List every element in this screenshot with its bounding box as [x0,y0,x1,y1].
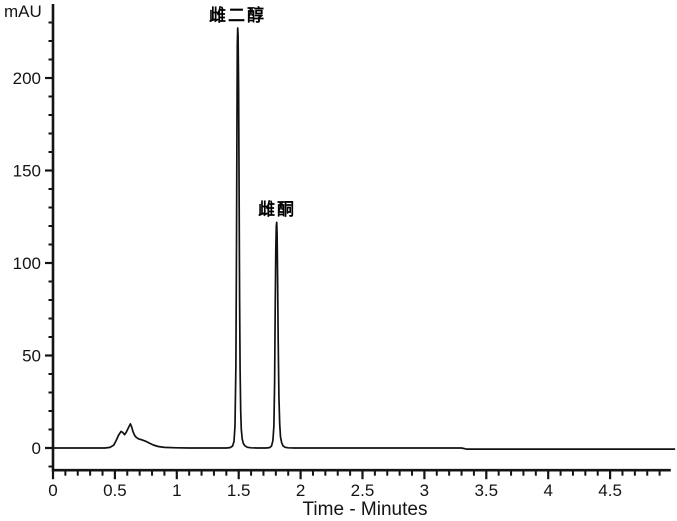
x-tick-label: 2.5 [351,481,375,500]
x-tick-label: 4 [543,481,552,500]
x-tick-label: 3 [420,481,429,500]
x-tick-label: 4.5 [598,481,622,500]
y-tick-label: 0 [32,439,41,458]
x-tick-label: 1 [172,481,181,500]
x-tick-label: 0.5 [103,481,127,500]
y-tick-label: 100 [13,254,41,273]
x-tick-label: 3.5 [474,481,498,500]
x-tick-label: 2 [296,481,305,500]
x-tick-label: 1.5 [227,481,251,500]
y-tick-label: 150 [13,162,41,181]
axes-lines [51,4,671,472]
peak-label-estrone: 雌酮 [258,200,297,220]
x-axis-title: Time - Minutes [302,499,428,520]
y-tick-label: 200 [13,69,41,88]
y-axis-unit-label: mAU [4,2,42,21]
chromatogram-trace [52,27,676,450]
x-tick-label: 0 [48,481,57,500]
y-tick-label: 50 [22,347,41,366]
peak-label-estradiol: 雌二醇 [208,6,266,26]
